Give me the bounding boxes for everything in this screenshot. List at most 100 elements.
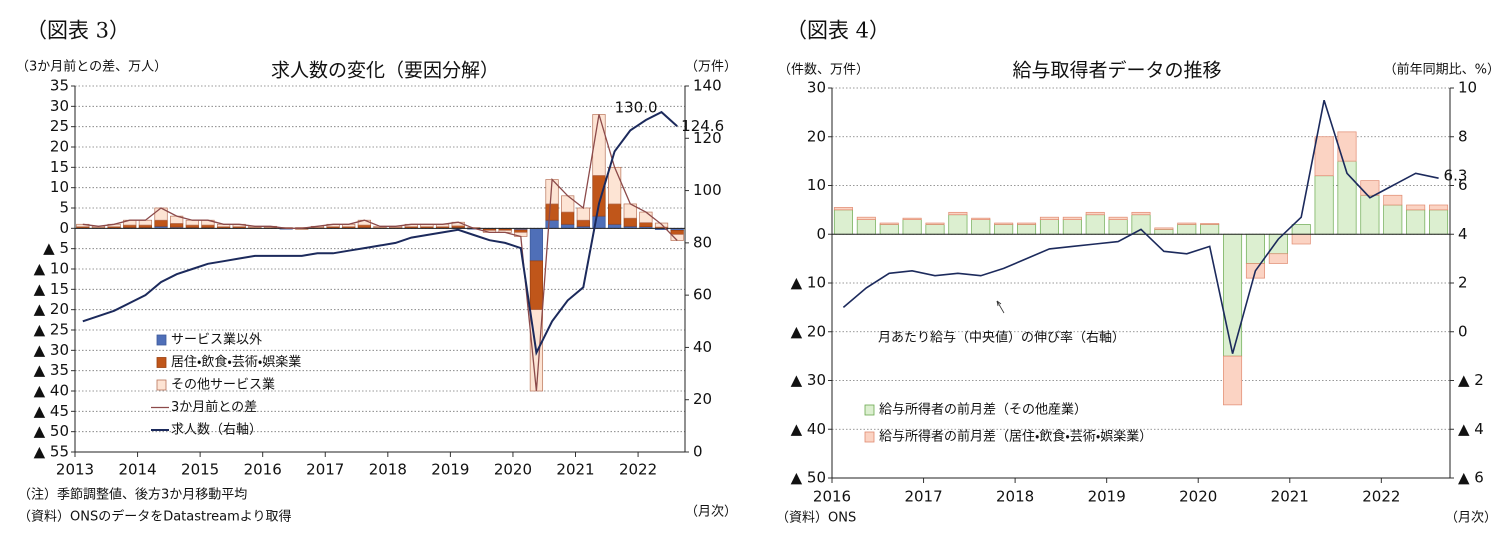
legend-label: 居住・飲食・芸術・娯楽業: [171, 354, 301, 370]
bar: [833, 207, 853, 211]
y2-tick-label: 8: [1458, 127, 1468, 145]
x-tick-label: 2013: [56, 461, 94, 479]
y2-tick-label: ▲ 2: [1458, 371, 1484, 389]
bar: [1177, 224, 1197, 235]
bar: [123, 224, 137, 228]
bar: [545, 203, 559, 221]
y-tick-label: 10: [50, 178, 69, 196]
x-tick-label: 2022: [619, 461, 657, 479]
legend-swatch: [156, 334, 167, 346]
y-tick-label: ▲ 10: [34, 260, 69, 278]
bar: [1200, 224, 1220, 235]
x-tick-label: 2018: [369, 461, 407, 479]
bar: [608, 223, 622, 229]
y-axis-label: （件数、万件）: [778, 63, 869, 78]
bar: [1429, 209, 1449, 235]
x-tick-label: 2021: [556, 461, 594, 479]
y-tick-label: ▲ 50: [791, 469, 826, 487]
bar: [1017, 222, 1037, 225]
legend-label: その他サービス業: [171, 377, 275, 393]
annotation: 124.6: [681, 117, 724, 135]
y-tick-label: ▲ 45: [34, 402, 69, 420]
legend-swatch: [156, 357, 167, 368]
y2-tick-label: 0: [1458, 322, 1468, 340]
legend-swatch: [864, 431, 875, 443]
y-tick-label: ▲ 40: [791, 420, 826, 438]
bar: [1039, 216, 1059, 220]
line: [842, 99, 1439, 354]
legend-label: 給与所得者の前月差（その他産業）: [879, 402, 1087, 418]
bar: [170, 223, 184, 228]
legend-label: 給与所得者の前月差（居住・飲食・芸術・娯楽業）: [879, 429, 1152, 445]
bar: [925, 222, 945, 225]
y-tick-label: 15: [50, 158, 69, 176]
bar: [902, 217, 922, 220]
x-tick-label: 2019: [431, 461, 469, 479]
x-tick-label: 2018: [996, 488, 1034, 506]
bar: [514, 229, 528, 233]
bar: [154, 219, 168, 227]
bar: [1177, 222, 1197, 225]
note: （資料）ONSのデータをDatastreamより取得: [18, 509, 292, 525]
y2-tick-label: 6: [1458, 176, 1468, 194]
chart-title: 給与取得者データの推移: [1012, 60, 1221, 82]
y-tick-label: ▲ 15: [34, 280, 69, 298]
bar: [879, 222, 899, 225]
figure-label: （図表 4）: [786, 19, 890, 43]
legend-label: サービス業以外: [171, 332, 262, 348]
y-tick-label: 25: [50, 117, 69, 135]
y-tick-label: 20: [807, 127, 826, 145]
y-axis-label: （3か月前との差、万人）: [16, 59, 167, 75]
bar: [1429, 204, 1449, 211]
note: （資料）ONS: [776, 511, 856, 526]
bar: [994, 222, 1014, 225]
bar: [576, 219, 590, 227]
y-tick-label: 0: [816, 225, 826, 243]
line: [82, 110, 678, 356]
y-tick-label: 30: [807, 79, 826, 97]
y2-axis-label: （前年同期比、%）: [1384, 62, 1500, 78]
bar: [185, 224, 199, 228]
y-tick-label: ▲ 25: [34, 321, 69, 339]
y-tick-label: 20: [50, 138, 69, 156]
y-tick-label: 5: [59, 199, 69, 217]
label-arrow: [996, 300, 1005, 314]
figure-label: （図表 3）: [26, 19, 130, 43]
bar: [948, 214, 968, 235]
line-label: 月あたり給与（中央値）の伸び率（右軸）: [878, 330, 1125, 346]
bar: [1200, 223, 1220, 225]
bar: [1360, 180, 1380, 196]
bar: [1268, 253, 1288, 264]
bar: [608, 166, 622, 205]
x-tick-label: 2020: [494, 461, 532, 479]
bar: [1131, 214, 1151, 235]
y-tick-label: 30: [50, 97, 69, 115]
legend-label: 3か月前との差: [171, 399, 257, 415]
bar: [994, 224, 1014, 235]
annotation: 130.0: [615, 99, 658, 117]
bar: [1406, 209, 1426, 235]
x-unit: （月次）: [1445, 511, 1497, 526]
x-tick-label: 2017: [904, 488, 942, 506]
bar: [1154, 229, 1174, 235]
bar: [138, 219, 152, 226]
bar: [856, 216, 876, 220]
bar: [1131, 211, 1151, 216]
x-tick-label: 2014: [118, 461, 156, 479]
bar: [1291, 233, 1311, 245]
legend-swatch: [864, 404, 875, 416]
note: （注）季節調整値、後方3か月移動平均: [18, 487, 247, 503]
bar: [1154, 227, 1174, 230]
y-tick-label: ▲ 30: [791, 371, 826, 389]
chart-title: 求人数の変化（要因分解）: [271, 60, 499, 82]
bar: [670, 234, 684, 241]
x-tick-label: 2021: [1271, 488, 1309, 506]
y-tick-label: ▲ 5: [43, 239, 69, 257]
y-tick-label: ▲ 20: [791, 322, 826, 340]
bar: [856, 219, 876, 235]
y2-tick-label: 4: [1458, 225, 1468, 243]
y-tick-label: 10: [807, 176, 826, 194]
bar: [592, 114, 606, 176]
